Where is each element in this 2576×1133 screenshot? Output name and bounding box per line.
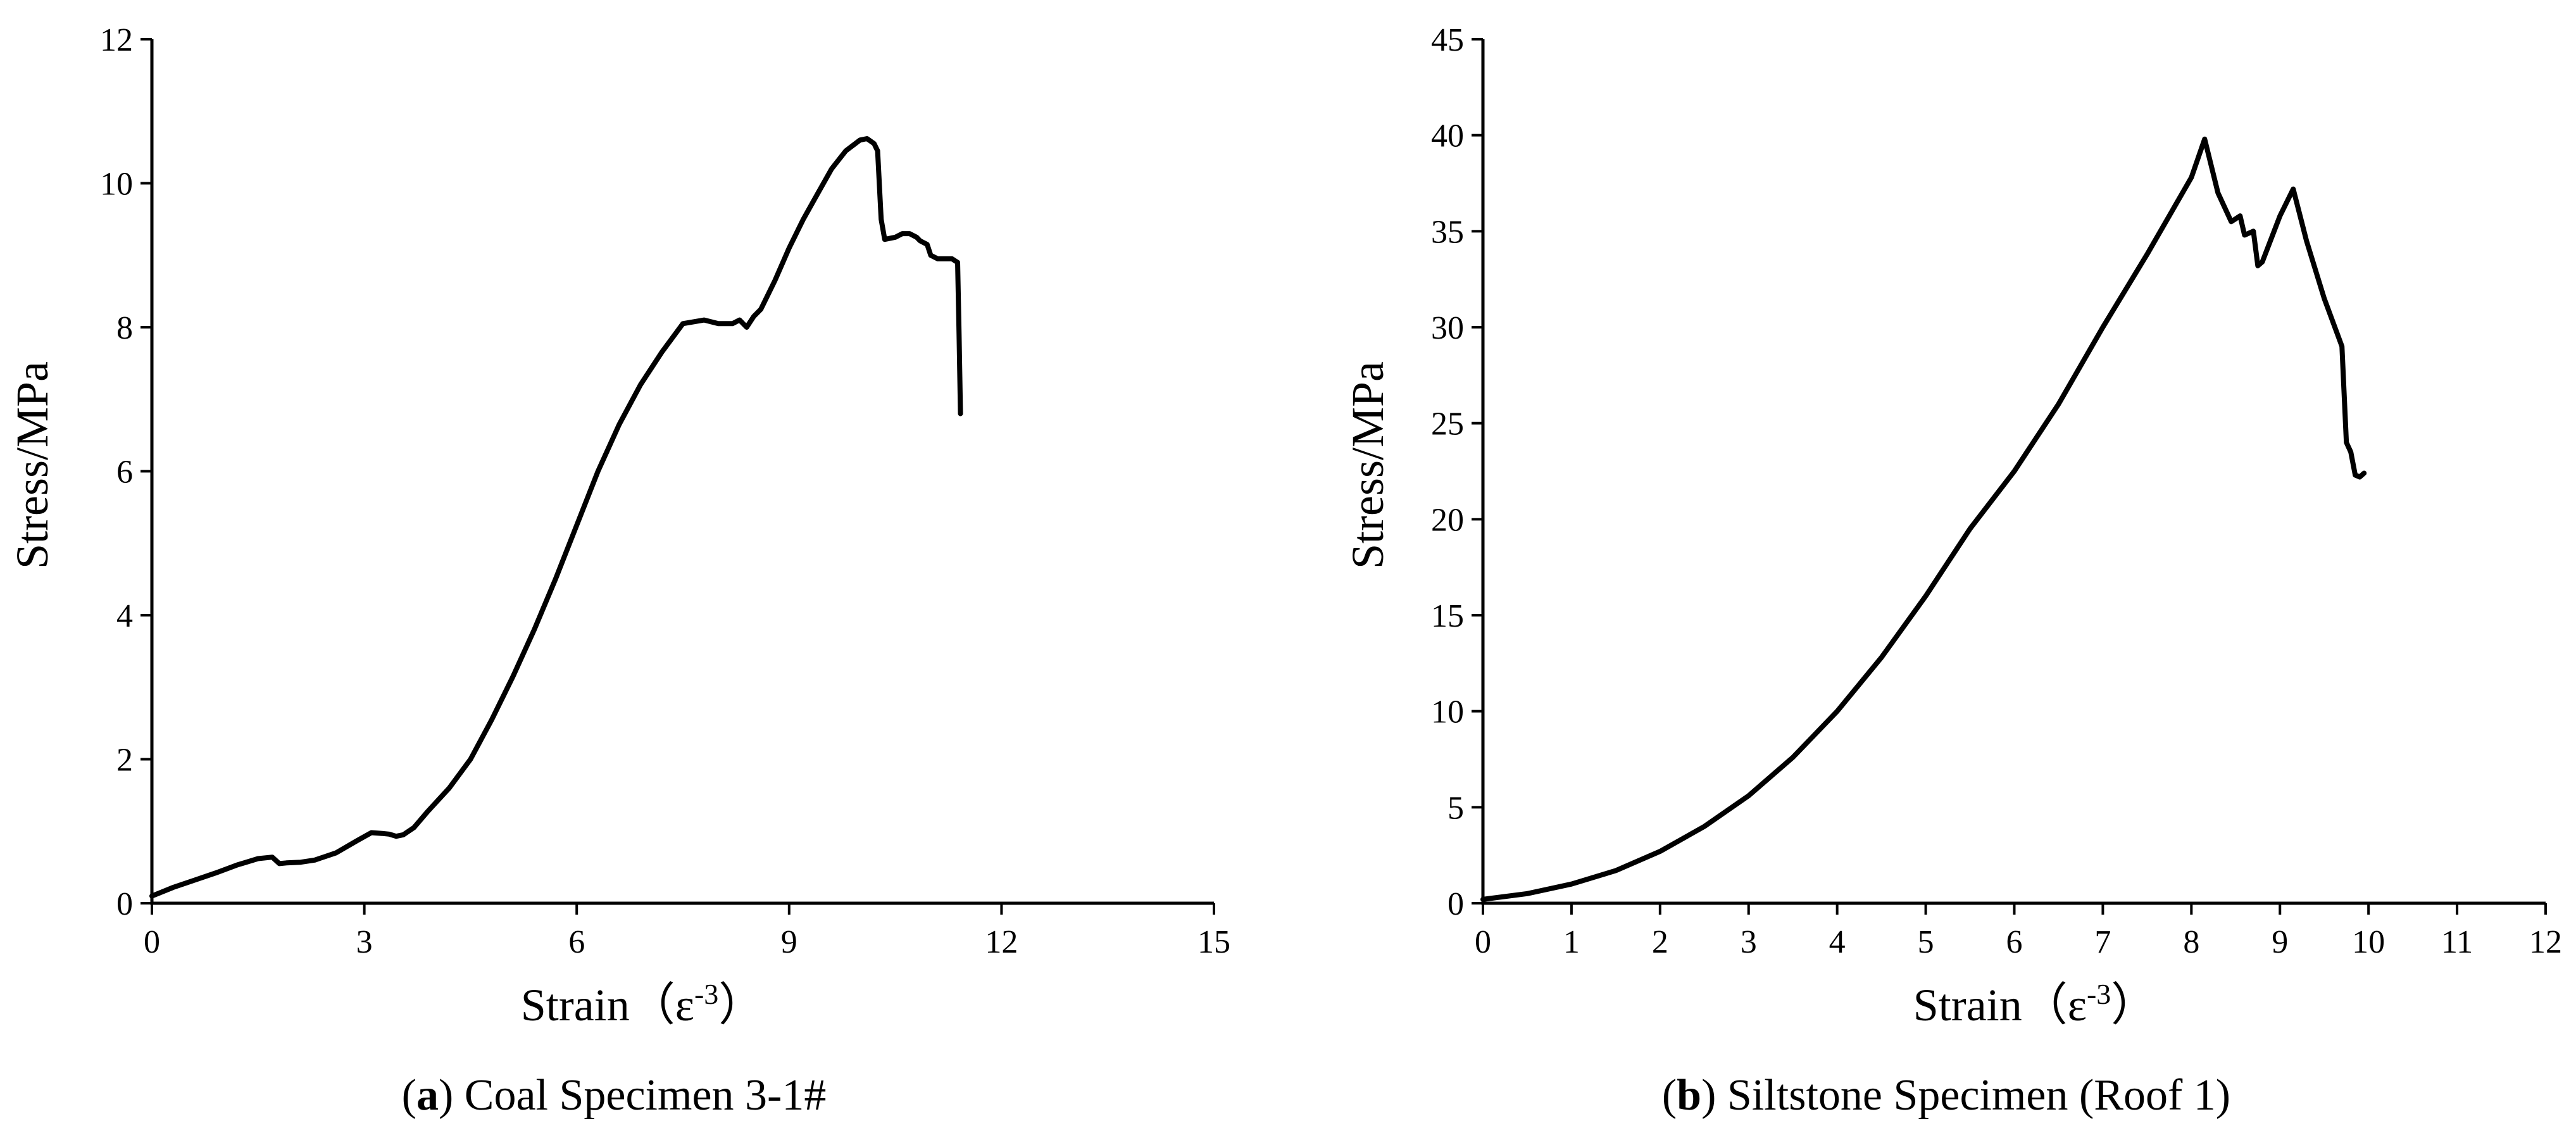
- y-tick-label: 35: [1431, 214, 1464, 250]
- caption-a: (a) Coal Specimen 3-1#: [402, 1071, 827, 1120]
- x-axis-title-a-sup: -3: [694, 978, 718, 1010]
- caption-b: (b) Siltstone Specimen (Roof 1): [1662, 1071, 2230, 1120]
- stress-strain-curve-a: [149, 136, 963, 899]
- x-tick-label: 12: [985, 924, 1018, 960]
- caption-b-label: b: [1677, 1071, 1701, 1120]
- x-tick-label: 6: [568, 924, 585, 960]
- x-tick-label: 11: [2441, 924, 2473, 960]
- caption-a-text: Coal Specimen 3-1#: [465, 1071, 827, 1120]
- y-axis-title-a: Stress/MPa: [7, 361, 58, 569]
- chart-panel-a: 0 2 4 6 8 10 12 0 3 6 9 12 15 Stress/MPa Strain（ε-3…: [7, 22, 1230, 1120]
- x-tick-label: 12: [2529, 924, 2562, 960]
- x-tick-label: 5: [1918, 924, 1934, 960]
- x-tick-label: 7: [2094, 924, 2111, 960]
- x-tick-label: 0: [1475, 924, 1491, 960]
- x-tick-label: 9: [781, 924, 797, 960]
- x-axis-ticks-b: 0 1 2 3 4 5 6 7 8 9 10 11 12: [1475, 903, 2562, 960]
- y-tick-label: 12: [100, 22, 133, 58]
- caption-b-text: Siltstone Specimen (Roof 1): [1727, 1071, 2230, 1120]
- axes-a: [150, 39, 1214, 905]
- y-tick-label: 4: [116, 598, 133, 634]
- x-axis-title-a: Strain（ε-3）: [521, 978, 765, 1030]
- x-axis-title-b-main: Strain（ε: [1913, 980, 2087, 1030]
- y-tick-label: 10: [1431, 694, 1464, 730]
- x-tick-label: 4: [1829, 924, 1846, 960]
- x-tick-label: 9: [2272, 924, 2288, 960]
- x-axis-title-a-close: ）: [718, 980, 764, 1030]
- axes-b: [1481, 39, 2546, 905]
- x-axis-title-b: Strain（ε-3）: [1913, 978, 2157, 1030]
- y-tick-label: 30: [1431, 310, 1464, 346]
- x-tick-label: 10: [2352, 924, 2385, 960]
- y-tick-label: 10: [100, 166, 133, 203]
- stress-strain-curve-b: [1480, 136, 2367, 902]
- y-axis-ticks-a: 0 2 4 6 8 10 12: [100, 22, 152, 922]
- x-tick-label: 0: [144, 924, 160, 960]
- x-tick-label: 6: [2006, 924, 2023, 960]
- x-axis-title-b-close: ）: [2111, 980, 2156, 1030]
- x-axis-title-a-main: Strain（ε: [521, 980, 694, 1030]
- y-tick-label: 40: [1431, 118, 1464, 154]
- x-tick-label: 3: [356, 924, 373, 960]
- y-tick-label: 6: [116, 454, 133, 491]
- y-tick-label: 20: [1431, 502, 1464, 538]
- x-axis-title-b-sup: -3: [2087, 978, 2111, 1010]
- x-tick-label: 2: [1652, 924, 1668, 960]
- y-tick-label: 5: [1447, 790, 1464, 826]
- y-tick-label: 25: [1431, 406, 1464, 442]
- x-tick-label: 15: [1197, 924, 1230, 960]
- x-tick-label: 1: [1563, 924, 1580, 960]
- x-tick-label: 8: [2183, 924, 2199, 960]
- y-tick-label: 8: [116, 310, 133, 346]
- caption-a-label: a: [416, 1071, 439, 1120]
- y-axis-title-b: Stress/MPa: [1342, 361, 1393, 569]
- y-tick-label: 0: [116, 886, 133, 922]
- y-tick-label: 45: [1431, 22, 1464, 58]
- x-axis-ticks-a: 0 3 6 9 12 15: [144, 903, 1230, 960]
- x-tick-label: 3: [1741, 924, 1757, 960]
- y-tick-label: 2: [116, 742, 133, 779]
- y-tick-label: 15: [1431, 598, 1464, 634]
- y-axis-ticks-b: 0 5 10 15 20 25 30 35 40 45: [1431, 22, 1483, 922]
- y-tick-label: 0: [1447, 886, 1464, 922]
